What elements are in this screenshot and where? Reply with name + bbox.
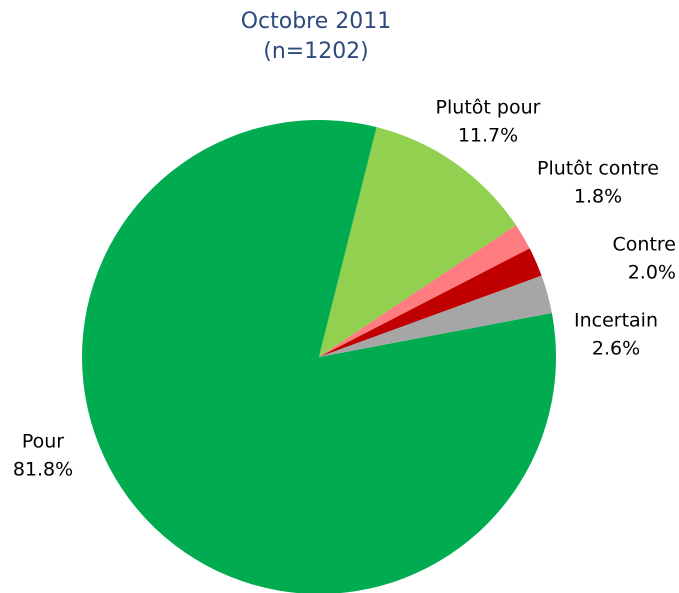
- chart-subtitle: (n=1202): [263, 39, 369, 64]
- slice-value-label: 2.6%: [592, 338, 640, 360]
- slice-value-label: 2.0%: [628, 262, 676, 284]
- slice-value-label: 1.8%: [574, 186, 622, 208]
- pie-slice: [319, 127, 517, 358]
- slice-value-label: 81.8%: [13, 459, 73, 481]
- slice-label: Plutôt contre: [537, 158, 659, 180]
- pie-slice: [319, 248, 542, 357]
- slice-label: Contre: [613, 234, 676, 256]
- pie-slice: [82, 120, 556, 593]
- slice-label: Incertain: [574, 310, 658, 332]
- slice-label: Pour: [22, 431, 64, 453]
- chart-title: Octobre 2011: [241, 9, 392, 34]
- pie-slice: [319, 225, 530, 357]
- slice-value-label: 11.7%: [458, 125, 518, 147]
- pie-slice: [319, 275, 552, 357]
- slice-label: Plutôt pour: [436, 97, 541, 119]
